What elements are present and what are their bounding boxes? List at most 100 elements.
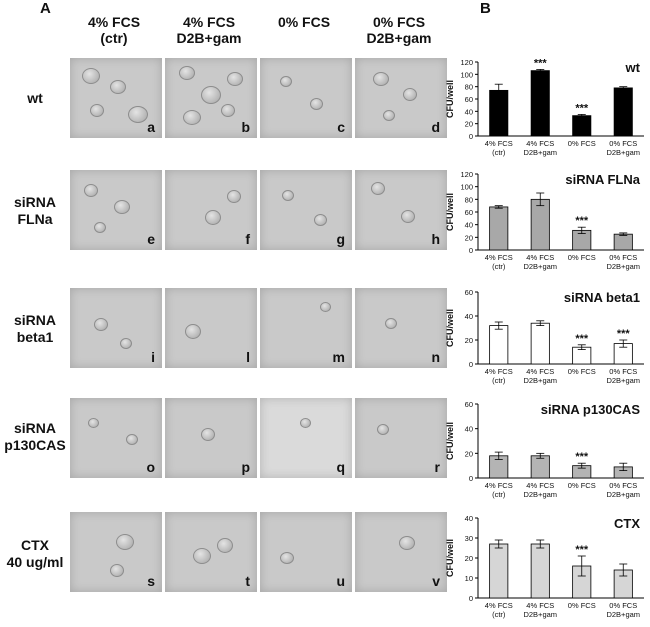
micrograph-letter: r — [434, 459, 440, 475]
significance-mark: *** — [575, 102, 589, 114]
x-tick-label: 4% FCS — [526, 601, 554, 610]
x-tick-label: D2B+gam — [523, 610, 557, 619]
x-tick-label: (ctr) — [492, 376, 506, 385]
row-label-p130cas: siRNA p130CAS — [4, 420, 66, 453]
micrograph-letter: v — [432, 573, 440, 589]
bar — [613, 233, 633, 251]
y-tick-label: 0 — [469, 594, 473, 603]
y-tick-label: 20 — [465, 449, 473, 458]
y-tick-label: 40 — [465, 221, 473, 230]
y-tick-label: 120 — [460, 58, 473, 67]
x-tick-label: D2B+gam — [523, 262, 557, 271]
micrograph-letter: h — [431, 231, 440, 247]
micrograph-letter: g — [336, 231, 345, 247]
y-tick-label: 0 — [469, 474, 473, 483]
y-tick-label: 20 — [465, 120, 473, 129]
y-tick-label: 0 — [469, 360, 473, 369]
chart-title: CTX — [614, 516, 640, 531]
panel-a-label: A — [40, 0, 51, 17]
micrograph-letter: u — [336, 573, 345, 589]
x-tick-label: 0% FCS — [568, 139, 596, 148]
micrograph: n — [355, 288, 447, 368]
micrograph-letter: e — [147, 231, 155, 247]
y-tick-label: 60 — [465, 288, 473, 297]
x-tick-label: 0% FCS — [609, 601, 637, 610]
micrograph-letter: p — [241, 459, 250, 475]
y-tick-label: 40 — [465, 425, 473, 434]
bar — [489, 89, 509, 137]
bar — [530, 455, 550, 479]
y-tick-label: 20 — [465, 233, 473, 242]
row-label-beta1: siRNA beta1 — [13, 312, 56, 345]
micrograph: e — [70, 170, 162, 250]
bar — [530, 543, 550, 599]
x-tick-label: (ctr) — [492, 610, 506, 619]
row-label-ctx: CTX 40 ug/ml — [6, 537, 64, 570]
micrograph: q — [260, 398, 352, 478]
y-tick-label: 0 — [469, 246, 473, 255]
x-tick-label: 0% FCS — [568, 601, 596, 610]
x-tick-label: 0% FCS — [568, 481, 596, 490]
x-tick-label: D2B+gam — [523, 490, 557, 499]
y-axis-label: CFU/well — [445, 193, 455, 231]
micrograph: r — [355, 398, 447, 478]
bar — [489, 543, 509, 599]
micrograph-letter: a — [147, 119, 155, 135]
micrograph-letter: c — [337, 119, 345, 135]
x-tick-label: 4% FCS — [526, 367, 554, 376]
x-tick-label: D2B+gam — [523, 148, 557, 157]
y-tick-label: 40 — [465, 514, 473, 523]
x-tick-label: 4% FCS — [485, 601, 513, 610]
x-tick-label: D2B+gam — [606, 490, 640, 499]
micrograph-letter: l — [246, 349, 250, 365]
x-tick-label: 4% FCS — [526, 481, 554, 490]
bar — [530, 322, 550, 365]
bar — [572, 115, 592, 137]
y-tick-label: 100 — [460, 183, 473, 192]
x-tick-label: D2B+gam — [606, 148, 640, 157]
x-tick-label: 0% FCS — [609, 481, 637, 490]
x-tick-label: 4% FCS — [526, 253, 554, 262]
micrograph-letter: f — [245, 231, 250, 247]
x-tick-label: D2B+gam — [606, 610, 640, 619]
micrograph-letter: n — [431, 349, 440, 365]
significance-mark: *** — [575, 215, 589, 227]
micrograph: h — [355, 170, 447, 250]
y-tick-label: 80 — [465, 195, 473, 204]
y-tick-label: 60 — [465, 208, 473, 217]
chart-title: siRNA p130CAS — [541, 402, 641, 417]
bar — [613, 87, 633, 137]
y-axis-label: CFU/well — [445, 80, 455, 118]
x-tick-label: 0% FCS — [609, 139, 637, 148]
significance-mark: *** — [534, 57, 548, 69]
micrograph: u — [260, 512, 352, 592]
y-tick-label: 40 — [465, 312, 473, 321]
x-tick-label: 0% FCS — [609, 367, 637, 376]
column-header-2: 4% FCS D2B+gam — [176, 14, 242, 46]
micrograph-letter: q — [336, 459, 345, 475]
x-tick-label: 0% FCS — [568, 253, 596, 262]
micrograph-letter: t — [245, 573, 250, 589]
y-axis-label: CFU/well — [445, 539, 455, 577]
y-tick-label: 60 — [465, 95, 473, 104]
y-tick-label: 20 — [465, 336, 473, 345]
row-label-flna: siRNA FLNa — [13, 194, 56, 227]
micrograph-letter: d — [431, 119, 440, 135]
x-tick-label: 4% FCS — [485, 253, 513, 262]
x-tick-label: 4% FCS — [526, 139, 554, 148]
significance-mark: *** — [575, 451, 589, 463]
panel-b-label: B — [480, 0, 491, 17]
y-tick-label: 100 — [460, 70, 473, 79]
y-axis-label: CFU/well — [445, 422, 455, 460]
x-tick-label: (ctr) — [492, 148, 506, 157]
y-tick-label: 80 — [465, 83, 473, 92]
bar — [530, 198, 550, 251]
micrograph-letter: o — [146, 459, 155, 475]
y-tick-label: 30 — [465, 534, 473, 543]
x-tick-label: (ctr) — [492, 262, 506, 271]
micrograph: f — [165, 170, 257, 250]
x-tick-label: 4% FCS — [485, 481, 513, 490]
